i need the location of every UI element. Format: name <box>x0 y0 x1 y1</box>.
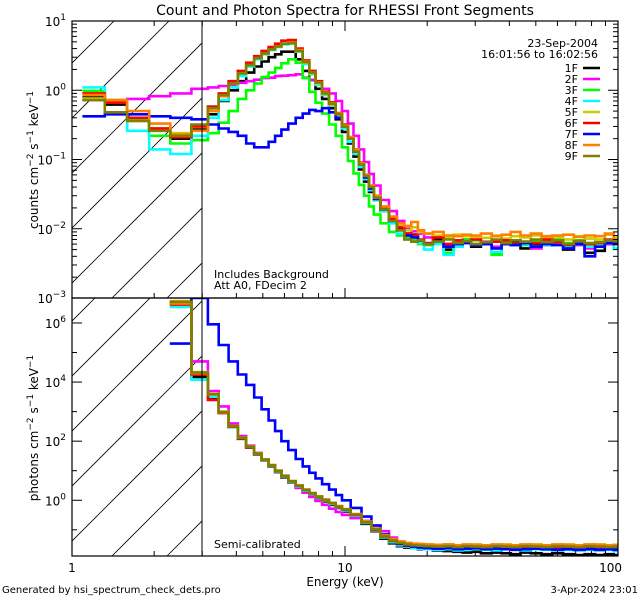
annotation-semi-calibrated: Semi-calibrated <box>214 538 301 551</box>
hatch-line <box>72 21 170 119</box>
header-time-range: 16:01:56 to 16:02:56 <box>481 48 598 61</box>
y-tick-label: 100 <box>45 492 66 508</box>
legend-label-3F: 3F <box>565 84 578 97</box>
legend-label-1F: 1F <box>565 62 578 75</box>
y-tick-label: 104 <box>45 374 66 390</box>
hatch-line <box>72 410 202 542</box>
lower-y-tick-labels: 106 104 102 100 <box>45 315 66 508</box>
upper-y-tick-labels: 101 100 10−1 10−2 10−3 <box>37 13 66 306</box>
axis-ticks <box>71 20 618 556</box>
hatch-line <box>166 520 202 556</box>
legend-label-2F: 2F <box>565 73 578 86</box>
y-tick-label: 102 <box>45 433 66 449</box>
legend-label-6F: 6F <box>565 117 578 130</box>
y-tick-label: 101 <box>45 13 66 29</box>
hatch-line <box>442 156 640 556</box>
y-tick-label: 10−1 <box>37 152 66 168</box>
series-9F <box>82 41 618 246</box>
hatch-line <box>72 152 202 284</box>
chart-title: Count and Photon Spectra for RHESSI Fron… <box>156 3 534 19</box>
x-tick-label: 100 <box>599 561 622 575</box>
hatch-line <box>111 465 202 556</box>
hatch-line <box>111 207 202 298</box>
annotation-attenuator: Att A0, FDecim 2 <box>214 279 307 292</box>
y-tick-label: 100 <box>45 82 66 98</box>
y-tick-label: 10−2 <box>37 221 66 237</box>
footer-generated-by: Generated by hsi_spectrum_check_dets.pro <box>2 585 221 596</box>
annotation-background: Includes Background <box>214 268 329 281</box>
count-spectra-series <box>82 38 618 258</box>
hatch-line <box>72 298 151 377</box>
lower-y-axis-label: photons cm−2 s−1 keV−1 <box>26 355 41 501</box>
series-9F <box>169 300 618 549</box>
x-tick-label: 10 <box>337 561 352 575</box>
hatch-line <box>332 156 640 556</box>
y-tick-label: 106 <box>45 315 66 331</box>
hatch-line <box>0 0 127 298</box>
footer-timestamp: 3-Apr-2024 23:01 <box>551 585 638 596</box>
y-tick-label: 10−3 <box>37 290 66 306</box>
legend-label-8F: 8F <box>565 139 578 152</box>
legend-label-5F: 5F <box>565 106 578 119</box>
header-date: 23-Sep-2004 <box>527 37 598 50</box>
legend-label-9F: 9F <box>565 150 578 163</box>
upper-y-axis-label: counts cm−2 s−1 keV−1 <box>26 91 41 229</box>
hatch-line <box>166 262 202 298</box>
hatch-line <box>222 156 622 556</box>
x-tick-labels: 1 10 100 <box>68 561 622 575</box>
hatch-line <box>387 156 640 556</box>
lower-plot-frame <box>71 297 619 557</box>
hatch-line <box>387 0 640 298</box>
legend-label-7F: 7F <box>565 128 578 141</box>
hatch-line <box>72 300 202 432</box>
legend-label-4F: 4F <box>565 95 578 108</box>
x-axis-label: Energy (keV) <box>306 575 383 589</box>
hatched-region-lower <box>72 156 640 556</box>
x-tick-label: 1 <box>68 561 76 575</box>
hatch-line <box>277 156 640 556</box>
photon-spectra-series <box>169 298 618 556</box>
